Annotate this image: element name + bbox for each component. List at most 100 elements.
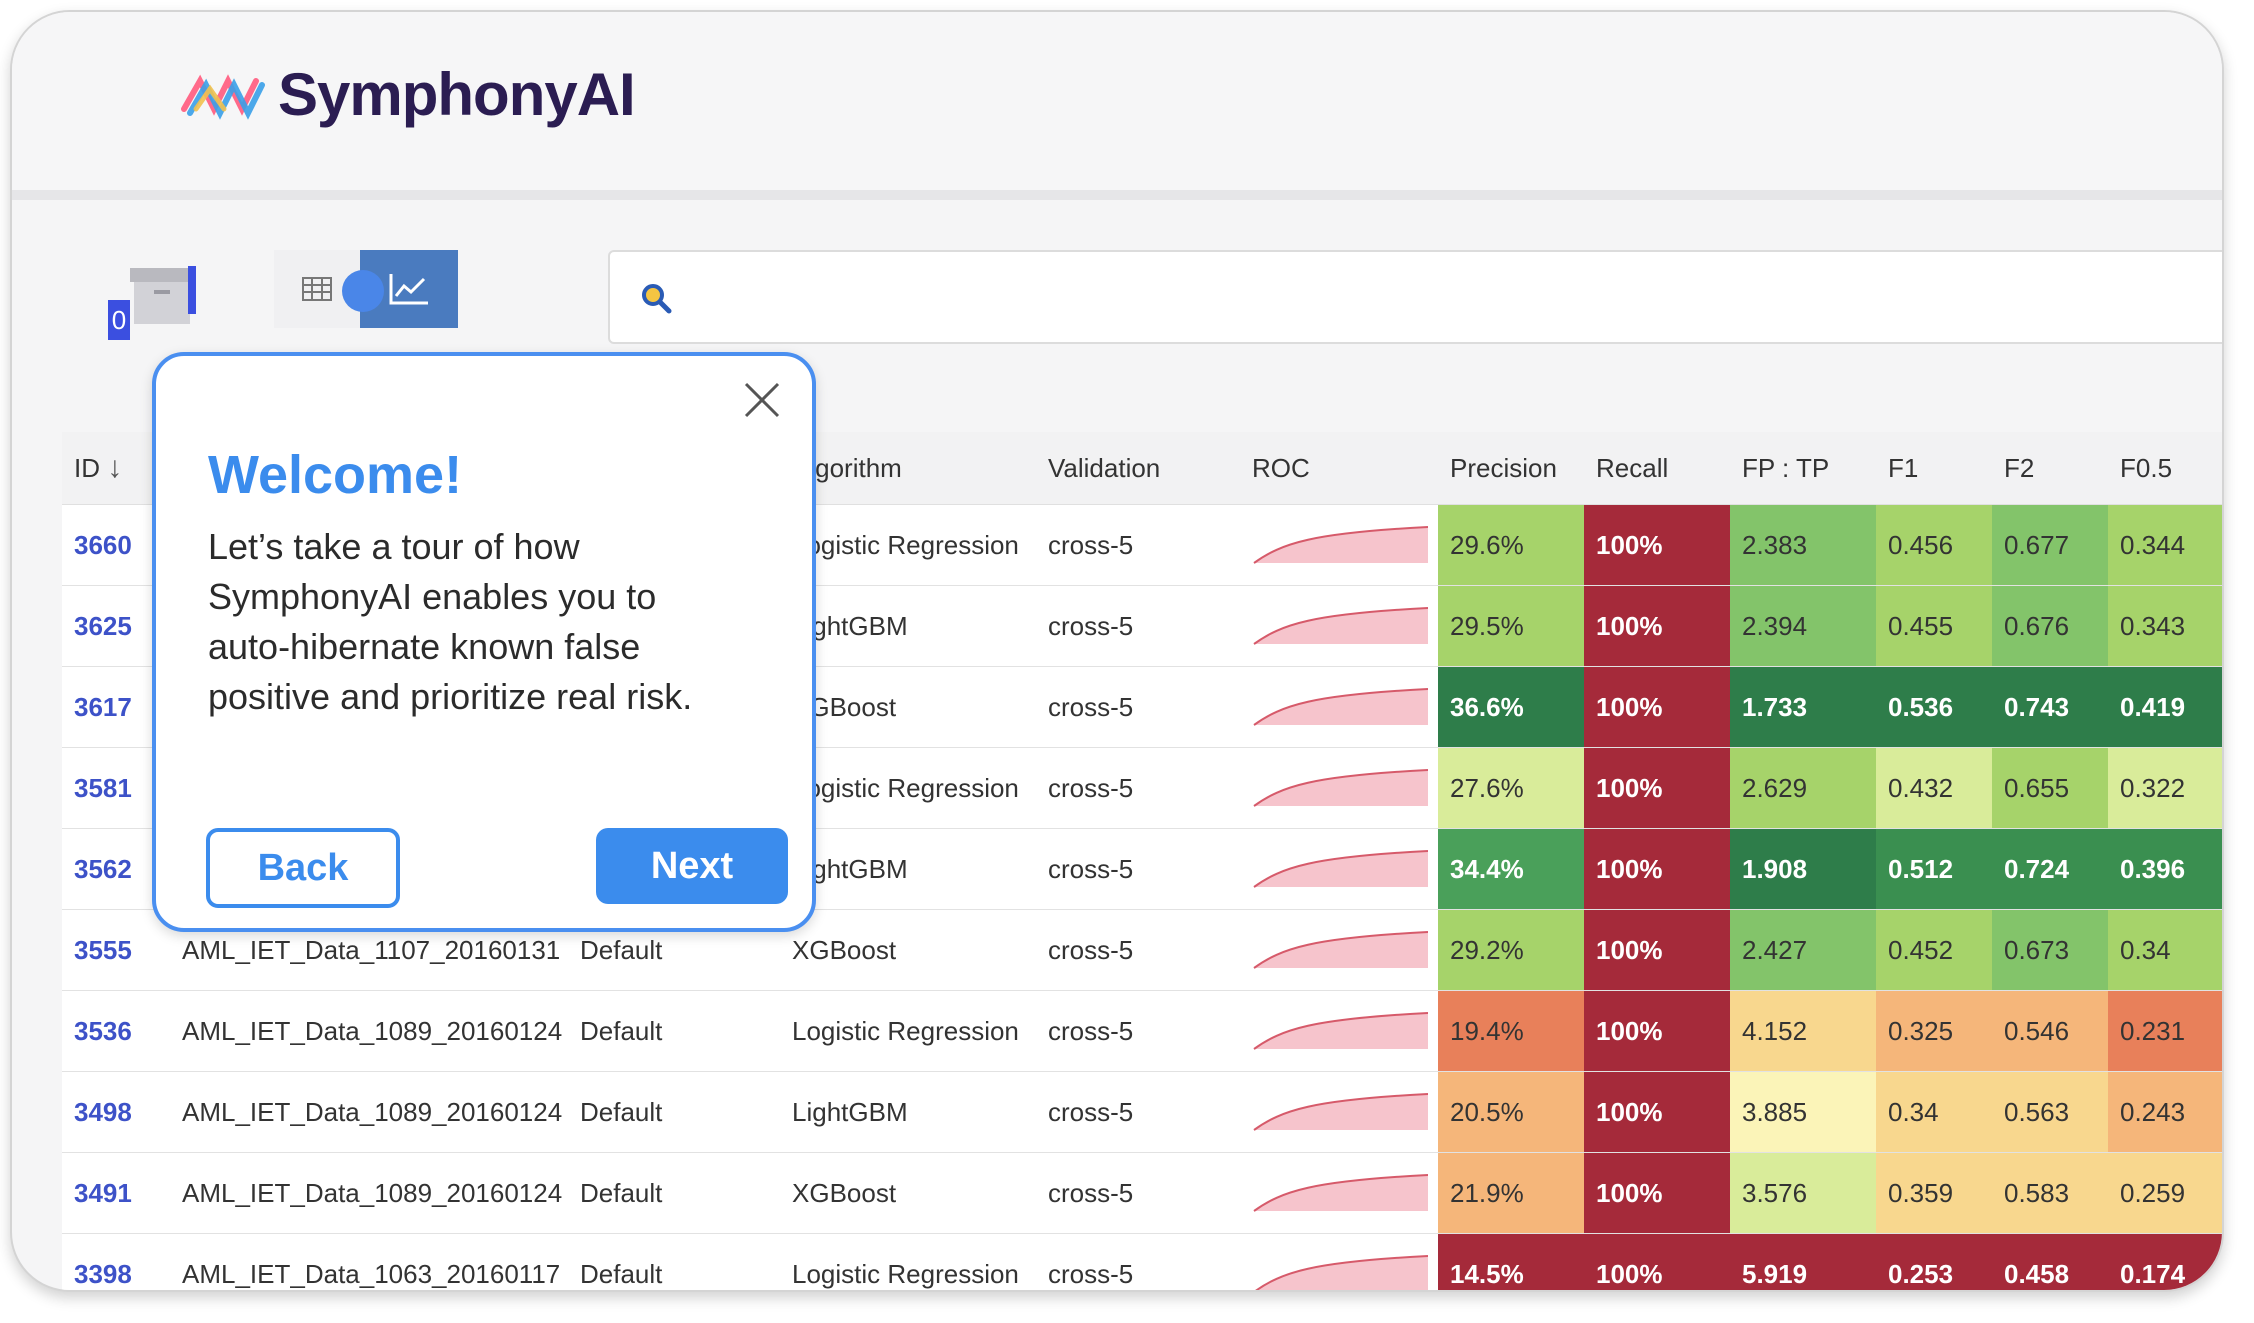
cell-id[interactable]: 3555 xyxy=(62,909,170,991)
col-header-f05[interactable]: F0.5 xyxy=(2108,432,2222,505)
cell-roc xyxy=(1240,585,1438,667)
cell-f2: 0.546 xyxy=(1992,990,2108,1072)
cell-algorithm: XGBoost xyxy=(780,909,1036,991)
table-row[interactable]: 3491 AML_IET_Data_1089_20160124 Default XGB… xyxy=(62,1152,2222,1234)
cell-f1: 0.253 xyxy=(1876,1233,1992,1290)
archive-button[interactable] xyxy=(122,258,202,348)
roc-sparkline xyxy=(1253,769,1428,807)
cell-validation: cross-5 xyxy=(1036,1233,1240,1290)
cell-precision: 21.9% xyxy=(1438,1152,1584,1234)
cell-fptp: 5.919 xyxy=(1730,1233,1876,1290)
cell-validation: cross-5 xyxy=(1036,747,1240,829)
cell-recall: 100% xyxy=(1584,909,1730,991)
table-row[interactable]: 3555 AML_IET_Data_1107_20160131 Default XGB… xyxy=(62,909,2222,991)
cell-algorithm: XGBoost xyxy=(780,1152,1036,1234)
search-icon xyxy=(642,284,672,314)
cell-f05: 0.174 xyxy=(2108,1233,2222,1290)
cell-roc xyxy=(1240,666,1438,748)
cell-algorithm: Logistic Regression xyxy=(780,1233,1036,1290)
cell-roc xyxy=(1240,1233,1438,1290)
cell-f1: 0.432 xyxy=(1876,747,1992,829)
sort-down-arrow-icon[interactable]: ↓ xyxy=(107,451,123,484)
cell-validation: cross-5 xyxy=(1036,504,1240,586)
cell-roc xyxy=(1240,909,1438,991)
cell-f1: 0.452 xyxy=(1876,909,1992,991)
cell-id[interactable]: 3398 xyxy=(62,1233,170,1290)
cell-f1: 0.455 xyxy=(1876,585,1992,667)
cell-id[interactable]: 3491 xyxy=(62,1152,170,1234)
cell-roc xyxy=(1240,828,1438,910)
cell-algorithm: LightGBM xyxy=(780,828,1036,910)
cell-roc xyxy=(1240,747,1438,829)
cell-precision: 29.2% xyxy=(1438,909,1584,991)
col-header-roc[interactable]: ROC xyxy=(1240,432,1438,505)
table-row[interactable]: 3581 Logistic Regression cross-5 27.6% 100% 2… xyxy=(62,747,2222,829)
table-row[interactable]: 3398 AML_IET_Data_1063_20160117 Default Log… xyxy=(62,1233,2222,1290)
search-bar[interactable] xyxy=(608,250,2222,344)
cell-f2: 0.583 xyxy=(1992,1152,2108,1234)
cell-f2: 0.676 xyxy=(1992,585,2108,667)
cell-algorithm: Logistic Regression xyxy=(780,504,1036,586)
view-toggle[interactable] xyxy=(274,250,458,328)
app-window: SymphonyAI 0 xyxy=(10,10,2224,1292)
line-chart-icon xyxy=(389,274,428,305)
cell-f1: 0.512 xyxy=(1876,828,1992,910)
table-row[interactable]: 3498 AML_IET_Data_1089_20160124 Default Lig… xyxy=(62,1071,2222,1153)
tour-description: Let’s take a tour of how SymphonyAI enab… xyxy=(208,526,693,717)
table-grid-icon xyxy=(302,277,332,301)
cell-recall: 100% xyxy=(1584,504,1730,586)
cell-recall: 100% xyxy=(1584,828,1730,910)
cell-recall: 100% xyxy=(1584,1233,1730,1290)
cell-f1: 0.536 xyxy=(1876,666,1992,748)
cell-f05: 0.231 xyxy=(2108,990,2222,1072)
cell-f05: 0.343 xyxy=(2108,585,2222,667)
cell-precision: 29.5% xyxy=(1438,585,1584,667)
cell-f1: 0.34 xyxy=(1876,1071,1992,1153)
cell-algorithm: Logistic Regression xyxy=(780,747,1036,829)
cell-f2: 0.673 xyxy=(1992,909,2108,991)
tour-hotspot-dot[interactable] xyxy=(342,270,384,312)
cell-fptp: 1.908 xyxy=(1730,828,1876,910)
cell-dataset: AML_IET_Data_1089_20160124 xyxy=(170,1071,568,1153)
next-button[interactable]: Next xyxy=(596,828,788,904)
cell-f05: 0.396 xyxy=(2108,828,2222,910)
cell-recall: 100% xyxy=(1584,990,1730,1072)
back-button[interactable]: Back xyxy=(206,828,400,908)
cell-id[interactable]: 3498 xyxy=(62,1071,170,1153)
cell-precision: 29.6% xyxy=(1438,504,1584,586)
cell-f2: 0.458 xyxy=(1992,1233,2108,1290)
tour-popover: Welcome! Let’s take a tour of how Sympho… xyxy=(152,352,816,932)
cell-validation: cross-5 xyxy=(1036,909,1240,991)
cell-f2: 0.677 xyxy=(1992,504,2108,586)
cell-precision: 20.5% xyxy=(1438,1071,1584,1153)
symphonyai-logo-icon xyxy=(181,73,265,120)
cell-params: Default xyxy=(568,1071,780,1153)
col-header-fptp[interactable]: FP : TP xyxy=(1730,432,1876,505)
roc-sparkline xyxy=(1253,850,1428,888)
roc-sparkline xyxy=(1253,931,1428,969)
brand-logo[interactable]: SymphonyAI xyxy=(180,60,636,129)
cell-f1: 0.359 xyxy=(1876,1152,1992,1234)
brand-name: SymphonyAI xyxy=(278,61,636,128)
cell-recall: 100% xyxy=(1584,585,1730,667)
col-header-recall[interactable]: Recall xyxy=(1584,432,1730,505)
cell-fptp: 3.885 xyxy=(1730,1071,1876,1153)
cell-algorithm: Logistic Regression xyxy=(780,990,1036,1072)
cell-algorithm: XGBoost xyxy=(780,666,1036,748)
cell-f05: 0.322 xyxy=(2108,747,2222,829)
col-header-f2[interactable]: F2 xyxy=(1992,432,2108,505)
cell-f2: 0.724 xyxy=(1992,828,2108,910)
col-header-f1[interactable]: F1 xyxy=(1876,432,1992,505)
cell-id[interactable]: 3536 xyxy=(62,990,170,1072)
cell-precision: 19.4% xyxy=(1438,990,1584,1072)
cell-validation: cross-5 xyxy=(1036,1071,1240,1153)
table-row[interactable]: 3536 AML_IET_Data_1089_20160124 Default Log… xyxy=(62,990,2222,1072)
col-header-precision[interactable]: Precision xyxy=(1438,432,1584,505)
cell-recall: 100% xyxy=(1584,1071,1730,1153)
tour-title: Welcome! xyxy=(208,445,463,505)
close-icon[interactable] xyxy=(740,378,784,422)
archive-count-badge: 0 xyxy=(108,300,130,340)
col-header-algorithm[interactable]: Algorithm xyxy=(780,432,1036,505)
col-header-validation[interactable]: Validation xyxy=(1036,432,1240,505)
cell-f2: 0.563 xyxy=(1992,1071,2108,1153)
